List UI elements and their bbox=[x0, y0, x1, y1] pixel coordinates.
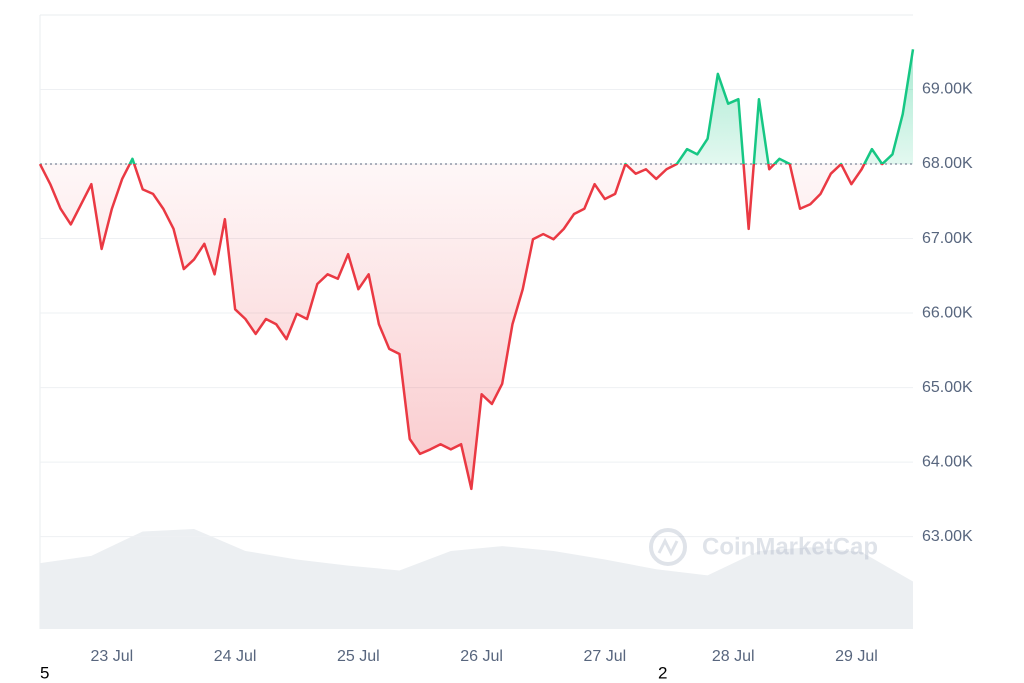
x-tick-label: 25 Jul bbox=[337, 648, 380, 665]
volume-area bbox=[40, 529, 913, 629]
x-tick-label: 28 Jul bbox=[712, 648, 755, 665]
y-tick-label: 67.00K bbox=[922, 230, 973, 247]
y-tick-label: 63.00K bbox=[922, 528, 973, 545]
area-fill bbox=[40, 49, 913, 489]
y-tick-label: 68.00K bbox=[922, 155, 973, 172]
x-tick-label: 29 Jul bbox=[835, 648, 878, 665]
x-tick-label: 23 Jul bbox=[91, 648, 134, 665]
y-tick-label: 69.00K bbox=[922, 81, 973, 98]
y-tick-label: 65.00K bbox=[922, 379, 973, 396]
x-tick-label: 26 Jul bbox=[460, 648, 503, 665]
y-tick-label: 66.00K bbox=[922, 304, 973, 321]
x-tick-label: 27 Jul bbox=[584, 648, 627, 665]
y-tick-label: 64.00K bbox=[922, 453, 973, 470]
note: 5 bbox=[40, 663, 49, 682]
x-tick-label: 24 Jul bbox=[214, 648, 257, 665]
note: 2 bbox=[658, 663, 667, 682]
watermark: CoinMarketCap bbox=[649, 528, 878, 566]
price-line bbox=[38, 49, 915, 491]
watermark-text: CoinMarketCap bbox=[702, 533, 878, 560]
